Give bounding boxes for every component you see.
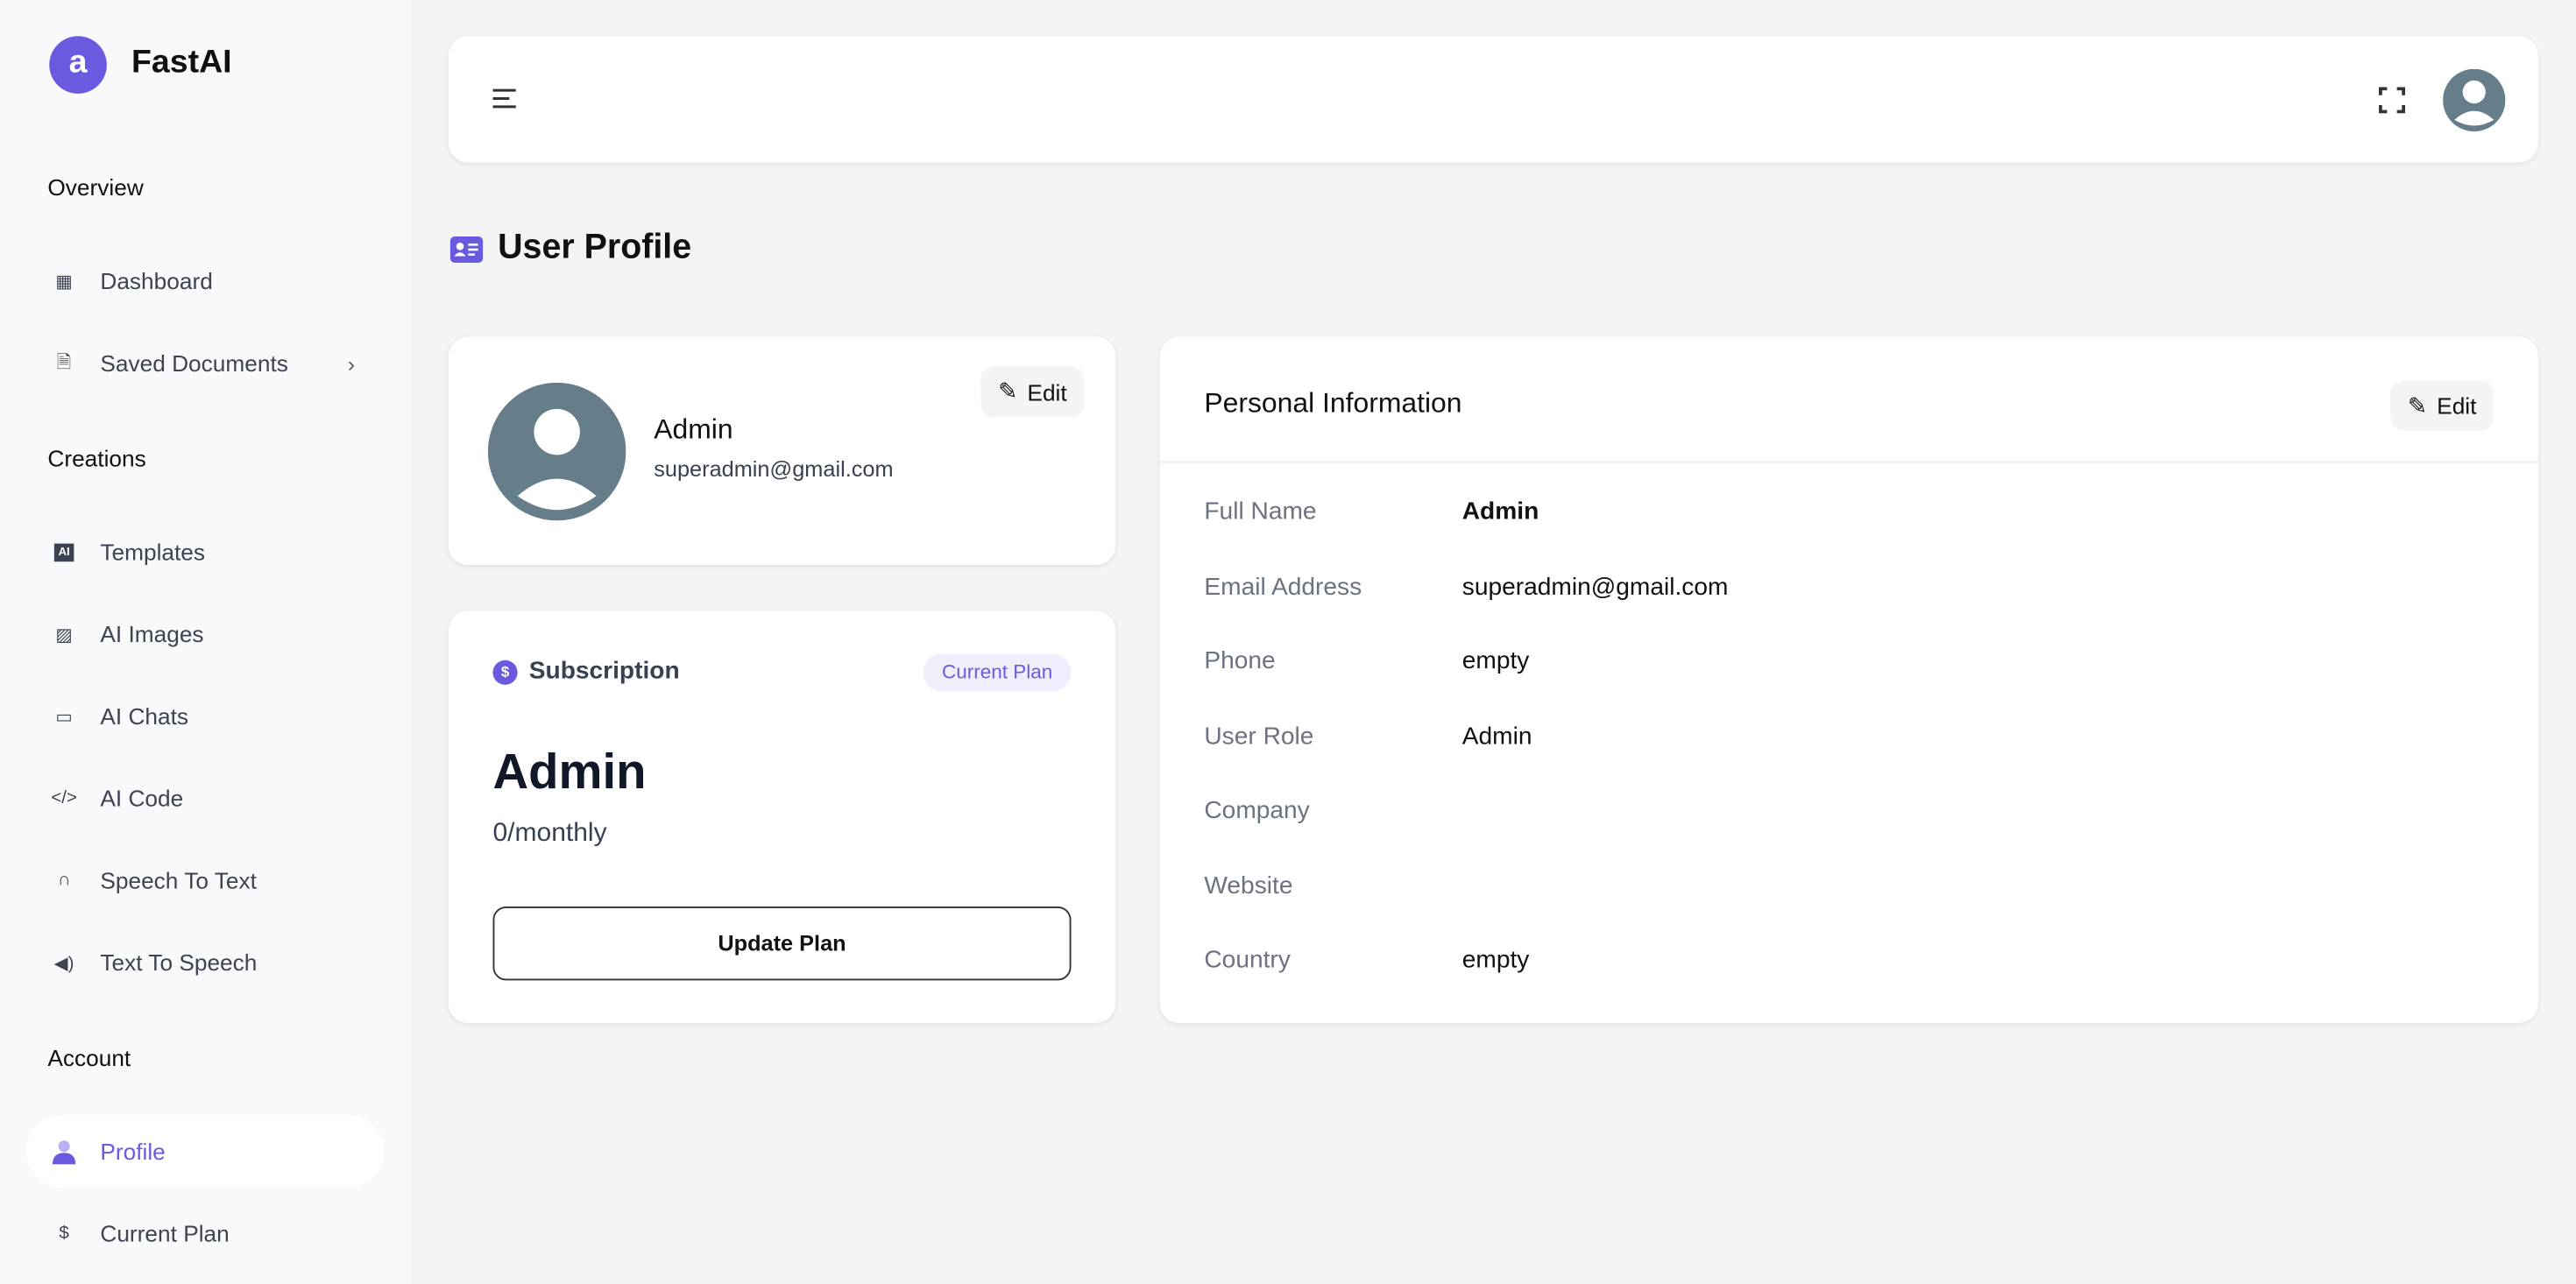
value-country: empty [1461,946,1530,974]
sidebar: a FastAI Overview ▦ Dashboard 🗎 Saved Docu… [0,0,411,1284]
top-header [448,36,2538,163]
sidebar-item-current-plan[interactable]: $ Current Plan [26,1197,385,1270]
dashboard-icon: ▦ [55,272,73,292]
edit-profile-button[interactable]: ✎ Edit [980,366,1085,418]
profile-card-icon [449,236,484,271]
sidebar-item-dashboard[interactable]: ▦ Dashboard [26,244,385,317]
money-bag-icon: $ [59,1223,69,1244]
personal-information-card: Personal Information ✎ Edit Full Name Adm… [1159,336,2538,1024]
value-email: superadmin@gmail.com [1461,573,1729,602]
subscription-card: $ Subscription Current Plan Admin 0/mont… [448,610,1116,1024]
label-email: Email Address [1204,573,1362,602]
fullscreen-icon[interactable] [2379,87,2405,121]
code-icon: </> [51,788,78,808]
label-phone: Phone [1204,646,1276,675]
label-full-name: Full Name [1204,497,1317,526]
current-plan-badge: Current Plan [923,653,1072,692]
divider [1159,461,2538,463]
sidebar-item-speech-to-text[interactable]: ∩ Speech To Text [26,844,385,917]
document-check-icon: 🗎 [56,352,72,372]
pencil-icon: ✎ [998,377,1018,405]
sidebar-item-templates[interactable]: AI Templates [26,516,385,589]
pencil-icon: ✎ [2407,392,2427,419]
menu-toggle-icon[interactable] [492,87,518,118]
profile-name: Admin [654,413,733,446]
sidebar-item-ai-chats[interactable]: ▭ AI Chats [26,680,385,752]
section-overview: Overview [47,173,144,201]
page-title: User Profile [498,228,692,266]
section-account: Account [47,1044,131,1071]
sidebar-item-profile[interactable]: Profile [26,1115,385,1188]
profile-email: superadmin@gmail.com [654,456,894,482]
label-user-role: User Role [1204,723,1314,751]
profile-avatar [487,382,626,529]
value-phone: empty [1461,646,1530,675]
sidebar-item-saved-documents[interactable]: 🗎 Saved Documents › [26,327,385,399]
brand-name: FastAI [131,44,232,81]
label-company: Company [1204,796,1310,825]
value-user-role: Admin [1461,723,1532,751]
profile-summary-card: Admin superadmin@gmail.com ✎ Edit [448,336,1116,565]
personal-info-title: Personal Information [1204,387,1462,420]
value-full-name: Admin [1461,497,1539,526]
sidebar-item-ai-images[interactable]: ▨ AI Images [26,598,385,671]
plan-price: 0/monthly [492,819,607,848]
user-avatar[interactable] [2443,68,2506,140]
brand-logo: a [49,36,107,94]
user-icon [51,1138,77,1164]
section-creations: Creations [47,445,146,472]
headphones-icon: ∩ [57,870,71,891]
speaker-icon: ◀) [53,953,74,973]
ai-chip-icon: AI [53,542,74,561]
dollar-icon: $ [492,660,518,685]
edit-personal-info-button[interactable]: ✎ Edit [2390,381,2495,431]
update-plan-button[interactable]: Update Plan [492,907,1072,981]
chat-icon: ▭ [55,707,73,727]
subscription-title: Subscription [528,657,680,685]
plan-name: Admin [492,745,647,801]
label-website: Website [1204,871,1293,900]
image-icon: ▨ [55,624,73,645]
label-country: Country [1204,946,1291,974]
chevron-right-icon: › [347,350,355,376]
sidebar-item-ai-code[interactable]: </> AI Code [51,785,184,812]
sidebar-item-text-to-speech[interactable]: ◀) Text To Speech [26,927,385,999]
